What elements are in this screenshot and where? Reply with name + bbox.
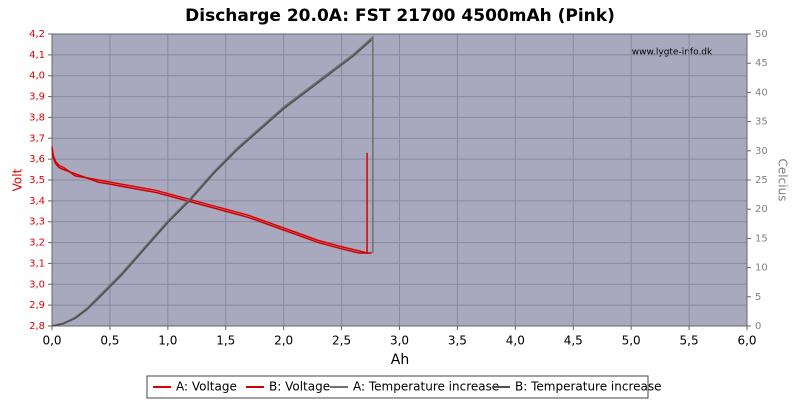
x-tick-label: 2,5 [332,334,351,348]
y-tick-label: 2,8 [29,321,45,332]
x-tick-label: 4,5 [564,334,583,348]
y2-axis-label: Celcius [776,159,790,202]
y2-tick-label: 20 [755,204,768,215]
y2-tick-label: 40 [755,87,768,98]
x-tick-label: 0,0 [42,334,61,348]
y-tick-label: 3,3 [29,217,45,228]
series-line [51,35,374,327]
y-tick-label: 3,6 [29,154,45,165]
y-tick-label: 3,8 [29,112,45,123]
legend-label: B: Voltage [269,380,330,394]
x-tick-label: 0,5 [100,334,119,348]
x-tick-label: 5,5 [680,334,699,348]
y2-tick-label: 50 [755,29,768,40]
y2-tick-label: 10 [755,263,768,274]
series-line [51,146,368,254]
x-tick-label: 4,0 [506,334,525,348]
y2-tick-label: 5 [755,292,761,303]
x-tick-label: 3,0 [390,334,409,348]
x-tick-label: 6,0 [737,334,756,348]
y2-tick-label: 25 [755,175,768,186]
y-tick-label: 2,9 [29,300,45,311]
x-axis-label: Ah [391,352,409,368]
y-tick-label: 3,5 [29,175,45,186]
y-tick-label: 3,9 [29,92,45,103]
x-tick-label: 2,0 [274,334,293,348]
y2-tick-label: 30 [755,146,768,157]
y-tick-label: 3,0 [29,279,45,290]
y-tick-label: 3,1 [29,258,45,269]
legend [146,375,649,399]
y2-tick-label: 15 [755,233,768,244]
plot-frame [51,33,748,327]
y-tick-label: 4,0 [29,71,45,82]
x-tick-label: 5,0 [622,334,641,348]
watermark: www.lygte-info.dk [632,48,713,58]
y-tick-label: 3,7 [29,133,45,144]
legend-label: A: Temperature increase [353,380,499,394]
chart-title: Discharge 20.0A: FST 21700 4500mAh (Pink… [185,6,615,26]
y2-tick-label: 0 [755,321,761,332]
y2-tick-label: 35 [755,117,768,128]
y-axis-label: Volt [11,168,25,191]
legend-label: B: Temperature increase [515,380,662,394]
y-tick-label: 3,2 [29,238,45,249]
y-tick-label: 4,1 [29,50,45,61]
series-line [51,148,372,254]
legend-label: A: Voltage [176,380,237,394]
series-line [51,39,373,327]
y-tick-label: 4,2 [29,29,45,40]
x-tick-label: 1,5 [216,334,235,348]
y-tick-label: 3,4 [29,196,45,207]
x-tick-label: 1,0 [158,334,177,348]
x-tick-label: 3,5 [448,334,467,348]
y2-tick-label: 45 [755,58,768,69]
